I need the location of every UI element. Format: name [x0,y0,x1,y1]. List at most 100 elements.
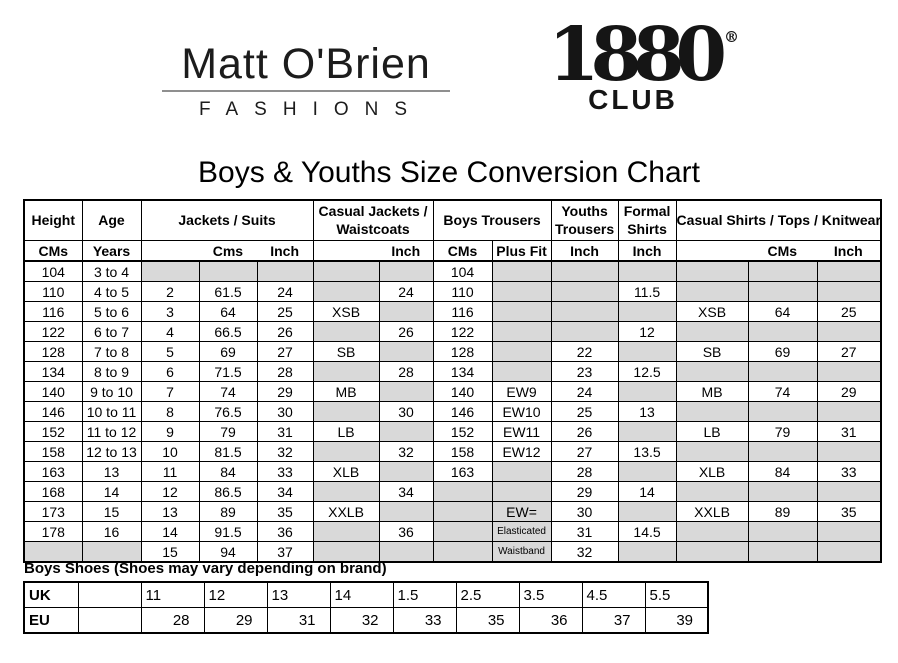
table-cell [816,521,882,542]
table-cell [675,541,749,563]
table-row: 122 6 to 7 4 66.5 26 26 122 12 [23,321,882,342]
table-cell [378,341,434,362]
shoes-cell: 35 [455,607,520,634]
table-cell [378,421,434,442]
table-cell: 134 [432,361,493,382]
shoes-cell: 36 [518,607,583,634]
table-cell: 104 [432,260,493,282]
table-cell [81,541,142,563]
table-cell [816,321,882,342]
shoes-cell: 32 [329,607,394,634]
table-cell [432,541,493,563]
table-cell [491,321,552,342]
table-cell [312,281,380,302]
table-cell: 13 [140,501,200,522]
table-cell [378,501,434,522]
table-cell: 27 [816,341,882,362]
table-cell: 7 to 8 [81,341,142,362]
table-cell [312,401,380,422]
table-cell [675,481,749,502]
table-cell: 36 [256,521,314,542]
shoes-heading: Boys Shoes (Shoes may vary depending on … [24,560,387,577]
table-row: 140 9 to 10 7 74 29 MB 140 EW9 24 MB 74 29 [23,381,882,402]
table-cell [675,281,749,302]
table-cell [747,401,818,422]
table-cell: 74 [747,381,818,402]
table-cell [550,321,619,342]
table-cell [816,481,882,502]
brand-name: Matt O'Brien [181,40,431,88]
table-cell [378,541,434,563]
shoes-cell [77,581,142,608]
table-cell: 76.5 [198,401,258,422]
table-cell: 35 [816,501,882,522]
table-cell: EW= [491,501,552,522]
table-cell: 3 to 4 [81,260,142,282]
table-cell [378,301,434,322]
table-cell: 140 [432,381,493,402]
table-cell [198,260,258,282]
col-jackets-suits: Jackets / Suits [140,199,314,241]
shoes-row-label: EU [23,607,79,634]
table-cell [617,541,677,563]
table-row: 116 5 to 6 3 64 25 XSB 116 XSB 64 25 [23,301,882,322]
table-cell: 4 to 5 [81,281,142,302]
table-cell: XXLB [675,501,749,522]
table-cell: 13.5 [617,441,677,462]
group-header-row: Height Age Jackets / Suits Casual Jacket… [23,199,882,241]
table-cell: 28 [550,461,619,482]
table-cell: 24 [378,281,434,302]
table-cell: 116 [432,301,493,322]
table-cell: 33 [816,461,882,482]
table-cell: 9 to 10 [81,381,142,402]
table-cell [491,281,552,302]
table-cell: EW10 [491,401,552,422]
unit-casual-shirts-inch: Inch [833,242,863,259]
table-cell [378,260,434,282]
brand-logo: Matt O'Brien FASHIONS [160,40,452,121]
shoes-cell: 14 [329,581,394,608]
shoes-cell: 37 [581,607,646,634]
table-cell: 37 [256,541,314,563]
table-cell [256,260,314,282]
table-row: 173 15 13 89 35 XXLB EW= 30 XXLB 89 35 [23,501,882,522]
table-cell: SB [675,341,749,362]
table-cell: 11 [140,461,200,482]
table-cell: 26 [256,321,314,342]
table-cell: 79 [747,421,818,442]
shoes-cell: 1.5 [392,581,457,608]
table-cell: EW9 [491,381,552,402]
col-youths-trousers: Youths Trousers [550,199,619,241]
table-cell [675,521,749,542]
col-boys-trousers: Boys Trousers [432,199,552,241]
table-cell: 2 [140,281,200,302]
table-cell [550,281,619,302]
table-cell [550,260,619,282]
table-row: 178 16 14 91.5 36 36 Elasticated 31 14.5 [23,521,882,542]
table-cell: 11 to 12 [81,421,142,442]
table-cell [23,541,83,563]
table-cell: 122 [23,321,83,342]
shoes-cell: 13 [266,581,331,608]
table-cell: 74 [198,381,258,402]
table-cell: 5 [140,341,200,362]
table-cell: 8 [140,401,200,422]
table-cell: 15 [140,541,200,563]
table-cell [378,461,434,482]
table-cell [747,260,818,282]
table-cell: 158 [432,441,493,462]
table-cell [747,481,818,502]
table-cell: 69 [198,341,258,362]
table-cell [312,481,380,502]
unit-boys-trousers-plusfit: Plus Fit [491,240,552,262]
table-row: 152 11 to 12 9 79 31 LB 152 EW11 26 LB 79 31 [23,421,882,442]
table-cell: 26 [378,321,434,342]
table-cell: 33 [256,461,314,482]
table-cell: 12 [140,481,200,502]
table-cell: 10 [140,441,200,462]
table-row: 168 14 12 86.5 34 34 29 14 [23,481,882,502]
table-cell: 84 [747,461,818,482]
table-cell: 29 [550,481,619,502]
unit-formal-inch: Inch [617,240,677,262]
table-cell [816,361,882,382]
